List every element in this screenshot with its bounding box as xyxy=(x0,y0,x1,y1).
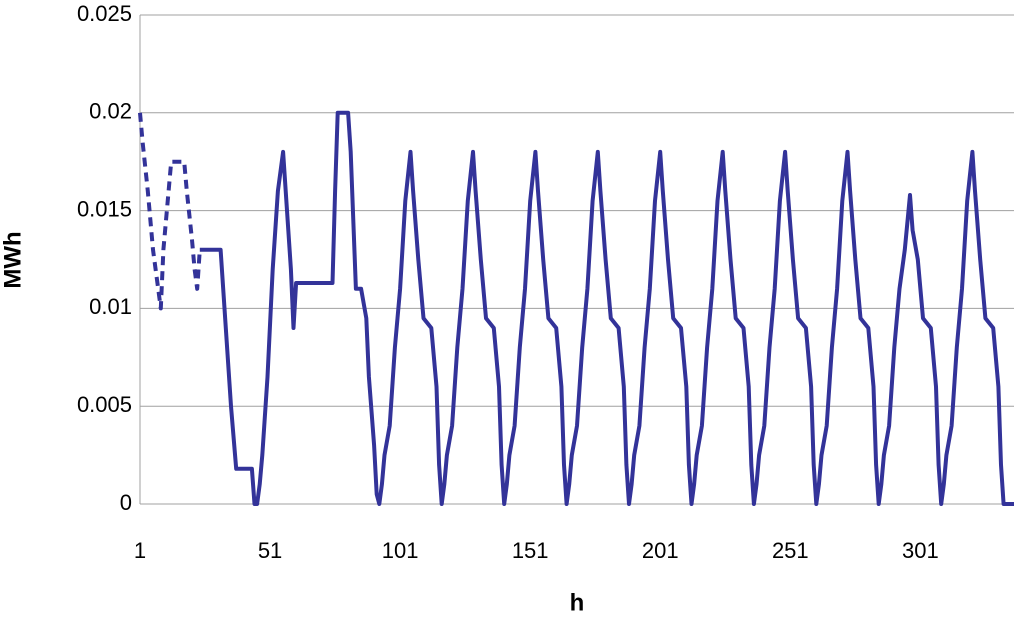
x-tick-label: 101 xyxy=(382,538,419,563)
series-line xyxy=(138,112,202,311)
x-tick-label: 251 xyxy=(772,538,809,563)
y-axis-title: MWh xyxy=(0,231,26,288)
x-tick-label: 51 xyxy=(258,538,282,563)
x-tick-label: 151 xyxy=(512,538,549,563)
y-tick-label: 0.005 xyxy=(77,392,132,417)
y-tick-label: 0.015 xyxy=(77,196,132,221)
x-tick-label: 1 xyxy=(134,538,146,563)
y-tick-label: 0.01 xyxy=(89,294,132,319)
y-tick-label: 0.02 xyxy=(89,99,132,124)
x-tick-label: 301 xyxy=(902,538,939,563)
y-tick-label: 0 xyxy=(120,490,132,515)
x-tick-label: 201 xyxy=(642,538,679,563)
x-axis-title: h xyxy=(570,589,585,616)
y-tick-label: 0.025 xyxy=(77,1,132,26)
series-line xyxy=(199,110,1014,506)
